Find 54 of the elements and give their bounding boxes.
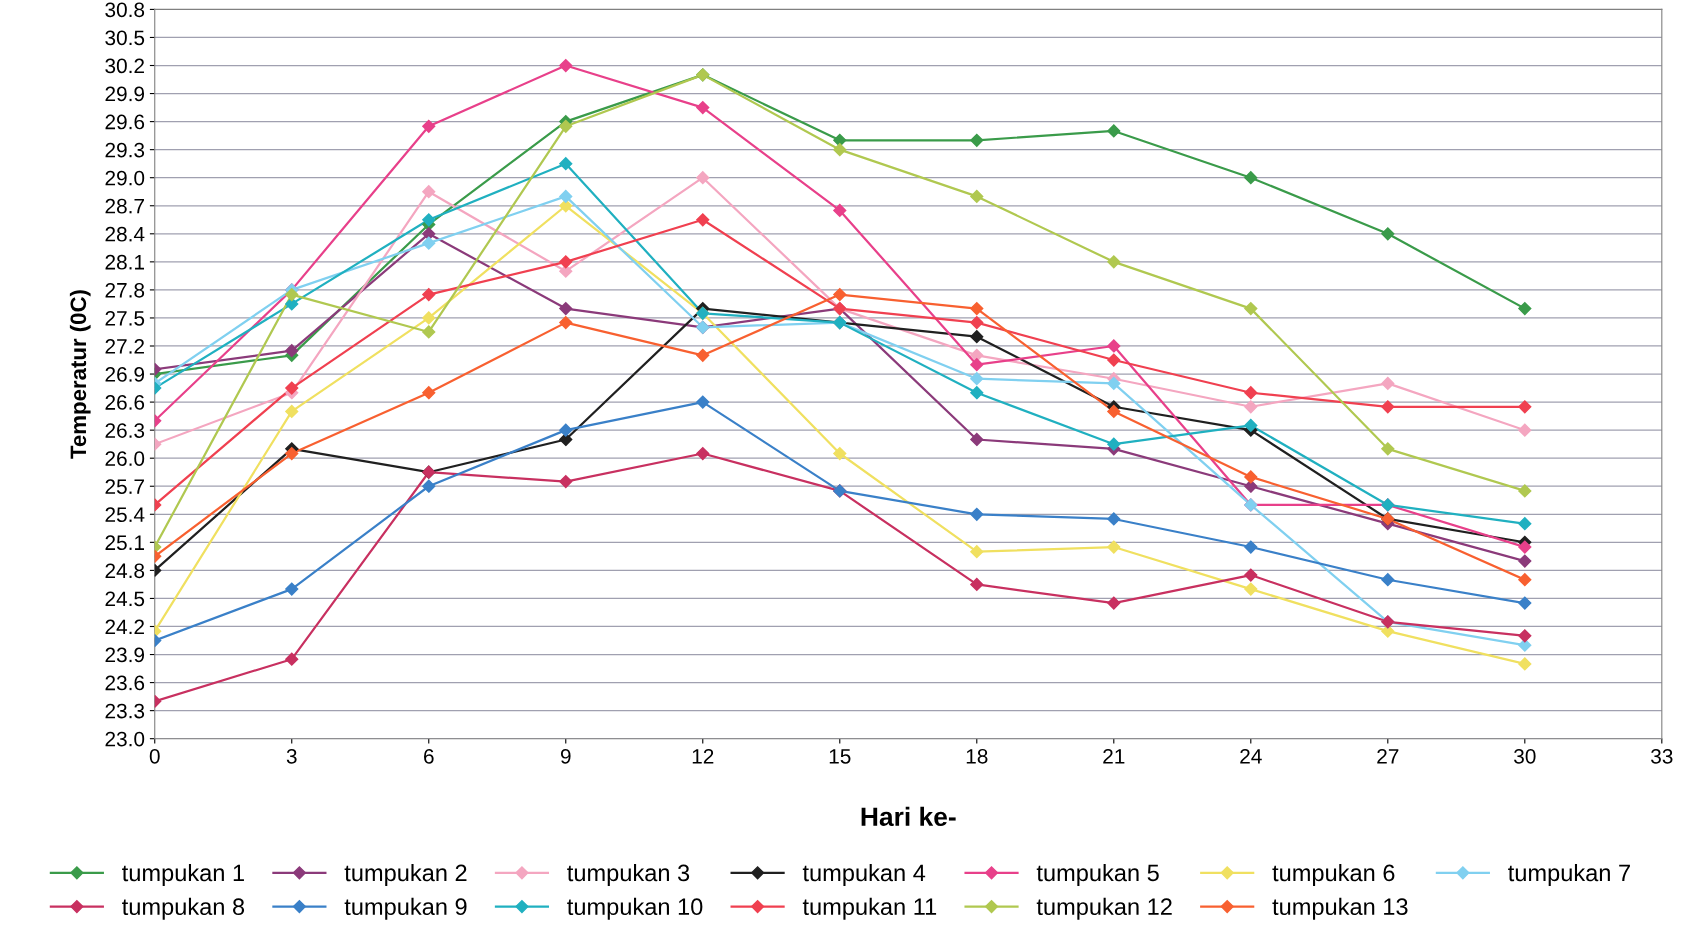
legend-label: tumpukan 2	[344, 863, 467, 886]
legend-label: tumpukan 11	[802, 897, 937, 920]
y-tick-label: 28.7	[105, 198, 144, 214]
x-tick-label: 12	[692, 748, 714, 764]
x-tick-label: 9	[560, 748, 571, 764]
y-tick-label: 23.6	[105, 675, 145, 691]
y-axis-title: Temperatur (0C)	[69, 290, 91, 459]
y-tick-label: 26.3	[105, 423, 145, 438]
x-tick-label: 24	[1240, 748, 1262, 764]
y-tick-label: 29.9	[105, 86, 145, 102]
y-tick-label: 29.0	[105, 170, 145, 186]
legend-label: tumpukan 12	[1036, 897, 1172, 920]
y-tick-label: 26.9	[105, 367, 145, 382]
x-tick-label: 15	[829, 749, 851, 764]
legend-label: tumpukan 8	[122, 897, 245, 920]
y-tick-label: 24.5	[105, 591, 145, 607]
y-tick-label: 25.1	[105, 535, 145, 551]
y-tick-label: 23.3	[105, 703, 145, 719]
y-tick-label: 27.5	[105, 310, 145, 326]
y-tick-label: 24.2	[105, 619, 144, 635]
x-axis-title: Hari ke-	[861, 806, 956, 827]
x-tick-label: 6	[424, 748, 434, 764]
x-tick-label: 0	[149, 748, 160, 764]
legend-label: tumpukan 9	[344, 897, 467, 920]
y-tick-label: 29.6	[105, 114, 145, 130]
x-tick-label: 18	[966, 748, 988, 764]
y-tick-label: 25.7	[105, 479, 144, 494]
y-tick-label: 30.2	[105, 58, 144, 74]
legend-label: tumpukan 13	[1272, 897, 1408, 920]
y-tick-label: 28.4	[105, 226, 145, 242]
y-tick-label: 27.2	[105, 339, 144, 354]
legend-label: tumpukan 5	[1036, 863, 1159, 886]
y-tick-label: 26.0	[105, 451, 145, 466]
y-tick-label: 28.1	[105, 254, 145, 270]
legend-label: tumpukan 7	[1508, 863, 1630, 886]
y-tick-label: 29.3	[105, 142, 145, 158]
y-tick-label: 27.8	[105, 282, 145, 298]
y-tick-label: 30.8	[105, 2, 145, 18]
y-tick-label: 24.8	[105, 563, 145, 579]
y-tick-label: 25.4	[105, 507, 145, 523]
y-tick-label: 30.5	[105, 30, 145, 46]
x-tick-label: 33	[1651, 748, 1673, 764]
legend-label: tumpukan 1	[122, 863, 244, 886]
legend-label: tumpukan 6	[1272, 863, 1395, 886]
legend-label: tumpukan 10	[567, 897, 703, 920]
legend-label: tumpukan 3	[567, 863, 690, 886]
x-tick-label: 27	[1377, 748, 1399, 764]
x-tick-label: 3	[286, 748, 297, 764]
y-tick-label: 23.0	[105, 731, 145, 747]
y-tick-label: 23.9	[105, 647, 145, 663]
x-tick-label: 30	[1514, 748, 1536, 764]
y-tick-label: 26.6	[105, 395, 145, 410]
x-tick-label: 21	[1103, 748, 1125, 764]
legend-label: tumpukan 4	[802, 863, 926, 886]
